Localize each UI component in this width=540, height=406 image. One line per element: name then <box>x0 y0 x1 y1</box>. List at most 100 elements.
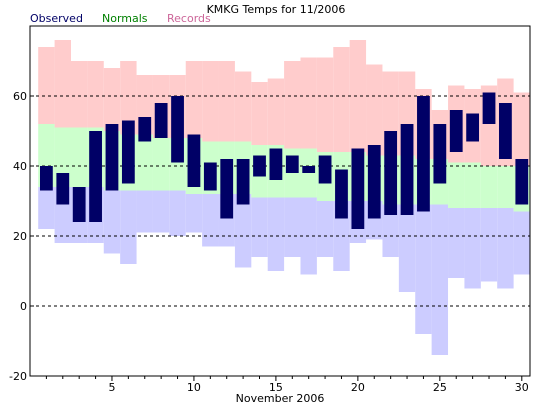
record-low-band <box>152 190 170 233</box>
observed-bar <box>253 155 266 177</box>
chart-title: KMKG Temps for 11/2006 <box>207 3 346 16</box>
x-axis-label: November 2006 <box>236 392 325 405</box>
observed-bar <box>499 103 512 159</box>
record-low-band <box>284 197 301 257</box>
legend-observed: Observed <box>30 12 83 25</box>
legend-normals: Normals <box>102 12 148 25</box>
y-axis: -20 0 20 40 60 <box>9 90 34 383</box>
record-high-band <box>185 61 203 138</box>
record-low-band <box>448 208 465 278</box>
record-low-band <box>431 204 449 355</box>
record-low-band <box>480 208 498 282</box>
observed-bar <box>154 103 168 138</box>
record-high-band <box>234 71 252 142</box>
observed-bar <box>72 187 86 222</box>
x-tick-label: 20 <box>351 381 365 394</box>
record-low-band <box>169 190 186 236</box>
normal-band <box>464 162 481 208</box>
observed-bar <box>318 155 332 184</box>
record-low-band <box>415 204 432 334</box>
record-low-band <box>497 208 514 289</box>
legend-records: Records <box>167 12 211 25</box>
observed-bar <box>482 92 496 124</box>
normal-band <box>480 166 498 208</box>
record-high-band <box>202 61 219 142</box>
observed-bar <box>56 173 70 205</box>
record-high-band <box>70 61 88 128</box>
plot-frame <box>29 25 531 377</box>
record-high-band <box>513 92 530 166</box>
record-high-band <box>87 61 104 128</box>
observed-bar <box>236 159 250 205</box>
observed-bar <box>171 96 184 163</box>
normal-band <box>497 166 514 208</box>
y-tick-label: -20 <box>9 370 27 383</box>
y-tick-label: 60 <box>13 90 27 103</box>
record-high-band <box>251 82 268 145</box>
normal-band <box>448 162 465 208</box>
record-low-band <box>267 197 285 271</box>
record-low-band <box>185 194 203 233</box>
x-axis: 5 10 15 20 25 30 <box>45 376 529 394</box>
record-low-band <box>464 208 481 289</box>
record-high-band <box>54 40 71 128</box>
y-tick-label: 40 <box>13 160 27 173</box>
x-tick-label: 25 <box>433 381 447 394</box>
observed-bar <box>269 148 283 180</box>
record-low-band <box>136 190 153 233</box>
record-high-band <box>349 40 367 152</box>
record-low-band <box>103 190 121 254</box>
record-high-band <box>284 61 301 149</box>
record-high-band <box>120 61 137 135</box>
observed-bar <box>384 131 398 215</box>
record-high-band <box>38 47 55 124</box>
record-low-band <box>251 197 268 257</box>
record-high-band <box>218 61 235 142</box>
record-high-band <box>366 64 383 156</box>
record-low-band <box>398 204 416 292</box>
y-tick-label: 0 <box>20 300 27 313</box>
record-high-band <box>300 57 317 149</box>
x-tick-label: 15 <box>269 381 283 394</box>
observed-bar <box>335 169 348 219</box>
record-low-band <box>234 194 252 268</box>
record-low-band <box>316 201 334 257</box>
x-tick-label: 30 <box>515 381 529 394</box>
x-tick-label: 10 <box>187 381 201 394</box>
observed-bar <box>400 124 414 215</box>
observed-bar <box>466 113 480 142</box>
x-tick-label: 5 <box>108 381 115 394</box>
observed-bar <box>285 155 299 173</box>
observed-bar <box>203 162 217 191</box>
observed-bar <box>351 148 365 229</box>
observed-bar <box>121 120 135 184</box>
y-tick-label: 20 <box>13 230 27 243</box>
record-low-band <box>513 211 530 275</box>
normal-band <box>54 127 71 187</box>
record-high-band <box>333 47 350 152</box>
observed-bar <box>220 159 234 219</box>
observed-bar <box>367 145 381 219</box>
observed-bar <box>105 124 119 191</box>
observed-bars <box>40 92 529 229</box>
observed-bar <box>449 110 463 152</box>
observed-bar <box>302 166 316 173</box>
record-low-band <box>38 187 55 229</box>
observed-bar <box>40 166 53 191</box>
observed-bar <box>515 159 529 205</box>
observed-bar <box>187 134 201 187</box>
record-low-band <box>202 194 219 247</box>
record-high-band <box>267 78 285 145</box>
record-high-band <box>103 68 121 131</box>
normal-band <box>136 134 153 191</box>
observed-bar <box>138 117 152 142</box>
record-high-band <box>316 57 334 152</box>
record-low-band <box>120 190 137 264</box>
record-low-band <box>382 204 399 257</box>
normal-band <box>152 138 170 191</box>
observed-bar <box>89 131 102 222</box>
observed-bar <box>433 124 447 184</box>
observed-bar <box>417 96 430 212</box>
normal-band <box>70 127 88 187</box>
